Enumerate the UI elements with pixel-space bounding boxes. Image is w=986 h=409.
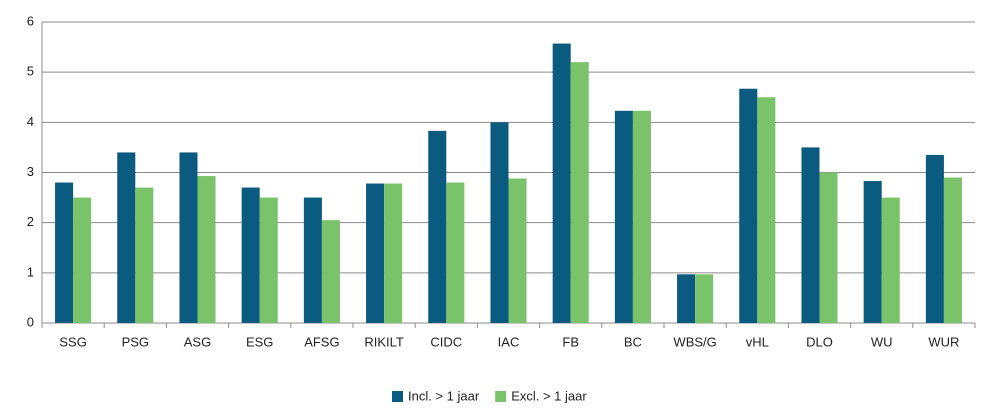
y-tick-label: 0 (27, 314, 34, 329)
bar (614, 110, 633, 323)
x-tick-label: BC (624, 334, 642, 349)
bar (508, 178, 527, 323)
x-tick-label: DLO (806, 334, 833, 349)
bar (446, 182, 465, 323)
x-tick-label: PSG (122, 334, 149, 349)
bar (552, 43, 571, 324)
legend-swatch (495, 391, 507, 402)
bar (321, 220, 340, 323)
bar (757, 97, 776, 323)
x-tick-label: RIKILT (364, 334, 404, 349)
bar (197, 176, 216, 323)
x-tick-label: CIDC (430, 334, 462, 349)
bar (801, 147, 820, 323)
bar (739, 88, 758, 323)
bar (384, 183, 403, 323)
x-tick-label: IAC (498, 334, 520, 349)
legend-label: Excl. > 1 jaar (511, 388, 587, 403)
bar (135, 187, 154, 323)
bar (490, 122, 509, 323)
x-tick-label: vHL (746, 334, 769, 349)
y-tick-label: 3 (27, 164, 34, 179)
bar (366, 183, 385, 323)
x-tick-label: WBS/G (673, 334, 716, 349)
x-tick-label: SSG (59, 334, 86, 349)
bar (943, 177, 962, 323)
bar (117, 152, 136, 323)
bar (241, 187, 260, 323)
bar (677, 274, 696, 323)
x-tick-label: ASG (184, 334, 211, 349)
bar (179, 152, 198, 323)
x-tick-label: ESG (246, 334, 273, 349)
x-tick-label: WU (871, 334, 893, 349)
x-tick-label: AFSG (304, 334, 339, 349)
legend-swatch (392, 391, 403, 402)
y-tick-label: 5 (27, 64, 34, 79)
bar (303, 197, 322, 323)
bar (570, 62, 589, 324)
bar (55, 182, 74, 323)
y-tick-label: 4 (27, 114, 34, 129)
y-tick-label: 2 (27, 214, 34, 229)
legend-label: Incl. > 1 jaar (408, 388, 480, 403)
bar (925, 154, 944, 323)
bar (259, 197, 278, 323)
bar (881, 197, 900, 323)
bar (428, 130, 447, 323)
x-tick-label: FB (562, 334, 579, 349)
y-tick-label: 6 (27, 13, 34, 28)
bar (73, 197, 92, 323)
bar (863, 181, 882, 323)
bar (819, 172, 838, 323)
bar (695, 274, 714, 323)
x-tick-label: WUR (928, 334, 959, 349)
bar (632, 110, 651, 323)
y-tick-label: 1 (27, 264, 34, 279)
